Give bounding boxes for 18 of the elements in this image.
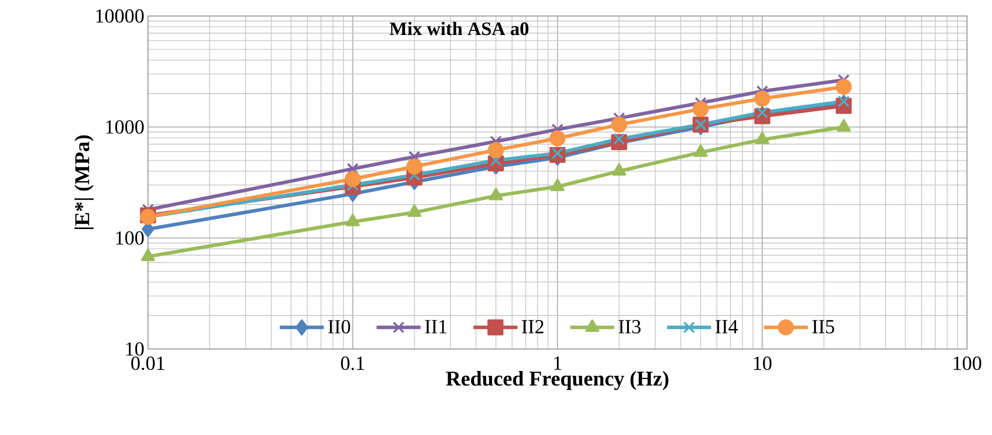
chart-title: Mix with ASA a0: [390, 22, 528, 36]
x-tick-label: 0.01: [131, 356, 164, 370]
legend-label: II3: [618, 320, 641, 334]
x-axis-title: Reduced Frequency (Hz): [446, 370, 668, 390]
legend-label: II2: [522, 320, 544, 334]
legend-label: II4: [716, 320, 738, 334]
x-tick-label: 100: [954, 356, 982, 370]
y-tick-label: 100: [116, 231, 144, 245]
y-tick-label: 10: [126, 342, 144, 356]
y-axis-title: |E*| (MPa): [74, 135, 94, 229]
y-tick-label: 1000: [106, 120, 144, 134]
x-tick-label: 1: [554, 356, 562, 370]
y-tick-label: 10000: [96, 9, 144, 23]
legend-label: II0: [328, 320, 350, 334]
legend-label: II1: [425, 320, 446, 334]
x-tick-label: 10: [754, 356, 772, 370]
x-tick-label: 0.1: [341, 356, 364, 370]
legend-label: II5: [812, 320, 834, 334]
